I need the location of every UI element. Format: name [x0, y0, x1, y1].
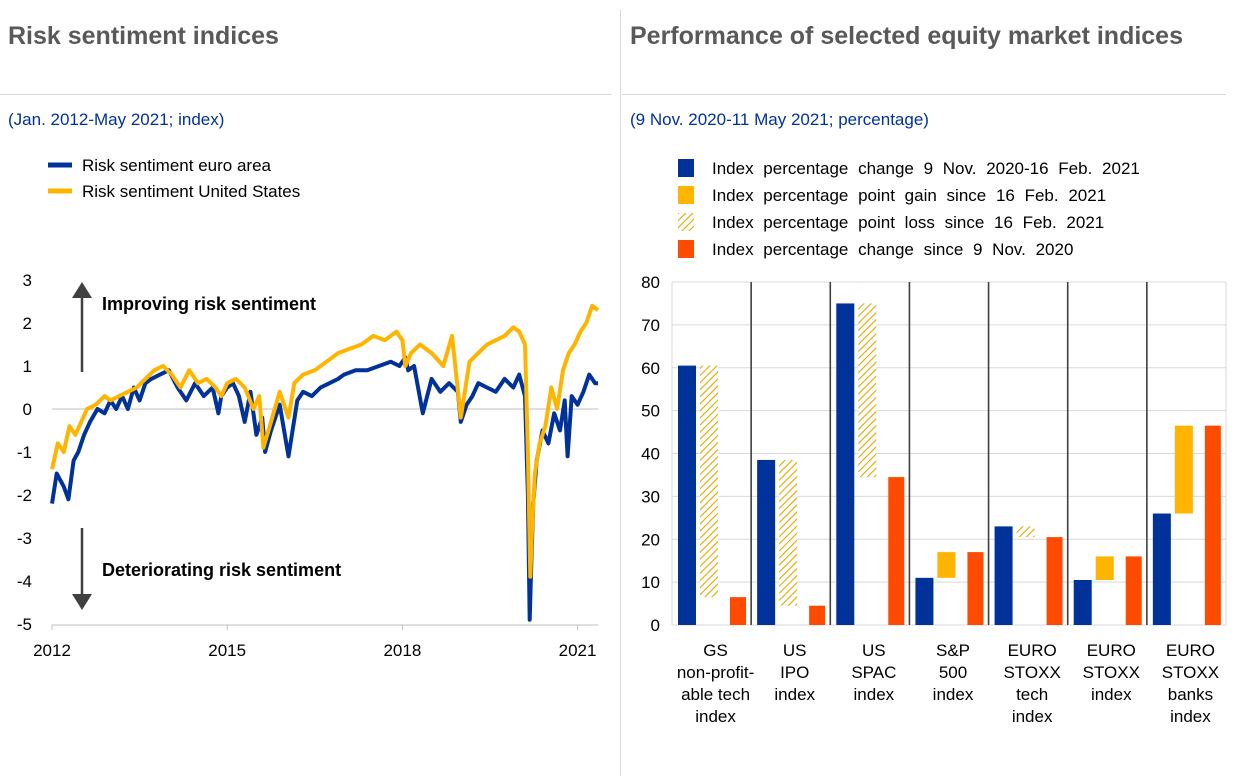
- risk-sentiment-chart: Risk sentiment euro area Risk sentiment U…: [17, 156, 600, 660]
- y-tick-label: -3: [17, 529, 32, 548]
- left-panel: Risk sentiment indices (Jan. 2012-May 20…: [0, 0, 612, 784]
- down-arrow-icon: [72, 594, 92, 610]
- y-tick-label: 2: [23, 314, 32, 333]
- left-title-rule: [0, 94, 612, 95]
- annotation-improving: Improving risk sentiment: [102, 294, 316, 314]
- right-panel: Performance of selected equity market in…: [622, 0, 1240, 784]
- y-tick-label: 1: [23, 357, 32, 376]
- x-tick-label: 2012: [33, 641, 71, 660]
- right-chart-subtitle: (9 Nov. 2020-11 May 2021; percentage): [630, 110, 929, 129]
- y-tick-label: -1: [17, 443, 32, 462]
- line-series: [50, 303, 600, 622]
- y-tick-label: -5: [17, 615, 32, 634]
- line-annotations: Improving risk sentiment Deteriorating r…: [72, 282, 341, 610]
- x-tick-label: 2021: [559, 641, 597, 660]
- y-tick-label: -4: [17, 572, 32, 591]
- x-tick-label: 2018: [383, 641, 421, 660]
- legend-label: Risk sentiment euro area: [82, 156, 272, 175]
- left-chart-title: Risk sentiment indices: [8, 22, 279, 50]
- line-legend: Risk sentiment euro area Risk sentiment U…: [48, 156, 300, 201]
- series-line-united-states: [50, 303, 600, 579]
- annotation-deteriorating: Deteriorating risk sentiment: [102, 560, 341, 580]
- right-title-rule: [622, 94, 1226, 95]
- up-arrow-icon: [72, 282, 92, 298]
- left-chart-subtitle: (Jan. 2012-May 2021; index): [8, 110, 225, 129]
- y-tick-label: 3: [23, 271, 32, 290]
- series-line-euro-area: [50, 355, 598, 622]
- y-tick-label: 0: [23, 400, 32, 419]
- x-tick-label: 2015: [208, 641, 246, 660]
- y-tick-label: -2: [17, 486, 32, 505]
- panel-divider: [620, 10, 621, 776]
- right-chart-title: Performance of selected equity market in…: [630, 22, 1183, 50]
- legend-label: Risk sentiment United States: [82, 182, 300, 201]
